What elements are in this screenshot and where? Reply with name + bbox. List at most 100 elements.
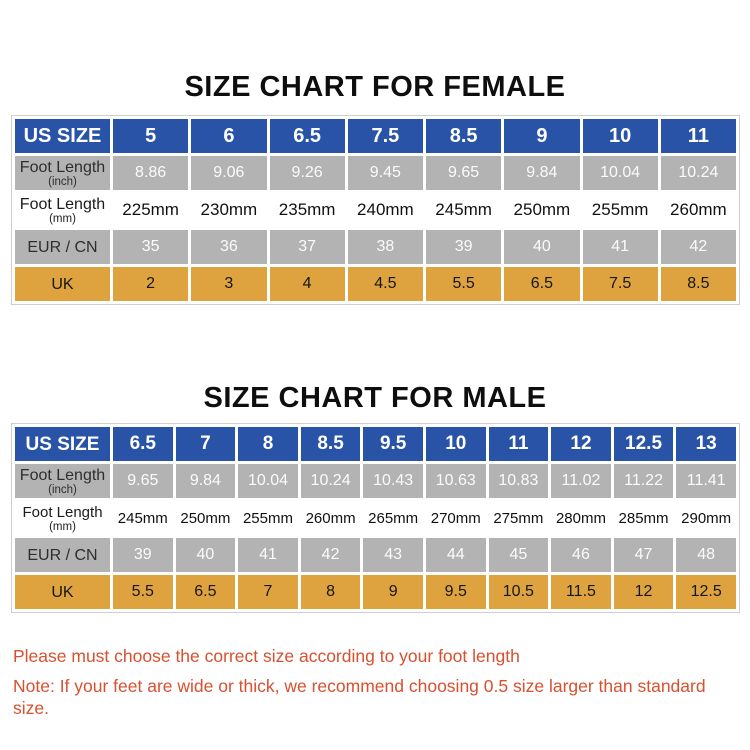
size-cell: 8.5 <box>660 267 736 301</box>
size-cell: 40 <box>504 230 580 264</box>
size-cell: 35 <box>113 230 189 264</box>
size-cell: 10.04 <box>582 156 658 190</box>
size-cell: 9.5 <box>363 427 423 461</box>
size-cell: 42 <box>300 538 361 572</box>
size-cell: 42 <box>660 230 736 264</box>
table-row: EUR / CN 39 40 41 42 43 44 45 46 47 48 <box>15 538 736 572</box>
row-label: EUR / CN <box>15 230 110 264</box>
row-sublabel: (mm) <box>49 212 76 225</box>
table-row: US SIZE 5 6 6.5 7.5 8.5 9 10 11 <box>15 119 736 153</box>
size-cell: 11.22 <box>613 464 674 498</box>
table-row: UK 5.5 6.5 7 8 9 9.5 10.5 11.5 12 12.5 <box>15 575 736 609</box>
size-cell: 12 <box>613 575 674 609</box>
row-label: UK <box>15 267 110 301</box>
size-cell: 48 <box>676 538 736 572</box>
size-cell: 9.65 <box>426 156 502 190</box>
size-cell: 12.5 <box>613 427 674 461</box>
size-cell: 6.5 <box>504 267 580 301</box>
row-label: UK <box>15 575 110 609</box>
size-cell: 9.65 <box>113 464 173 498</box>
size-cell: 41 <box>582 230 658 264</box>
table-row: UK 2 3 4 4.5 5.5 6.5 7.5 8.5 <box>15 267 736 301</box>
size-cell: 265mm <box>363 501 423 535</box>
size-cell: 290mm <box>676 501 736 535</box>
size-cell: 40 <box>175 538 236 572</box>
male-size-table: US SIZE 6.5 7 8 8.5 9.5 10 11 12 12.5 13 Foot Lengt… <box>11 423 740 613</box>
size-cell: 11 <box>660 119 736 153</box>
size-cell: 5 <box>113 119 189 153</box>
size-cell: 230mm <box>191 193 267 227</box>
row-label: US SIZE <box>15 119 110 153</box>
size-cell: 39 <box>113 538 173 572</box>
size-cell: 285mm <box>613 501 674 535</box>
size-cell: 10.83 <box>488 464 549 498</box>
size-cell: 250mm <box>504 193 580 227</box>
table-row: Foot Length (inch) 8.86 9.06 9.26 9.45 9.65 9.8… <box>15 156 736 190</box>
size-table-grid: US SIZE 5 6 6.5 7.5 8.5 9 10 11 Foot Length (inch)… <box>12 116 739 304</box>
table-row: Foot Length (mm) 245mm 250mm 255mm 260mm 265mm… <box>15 501 736 535</box>
size-cell: 10.24 <box>300 464 361 498</box>
size-cell: 8.5 <box>300 427 361 461</box>
row-sublabel: (inch) <box>48 483 77 496</box>
size-cell: 2 <box>113 267 189 301</box>
size-cell: 275mm <box>488 501 549 535</box>
size-cell: 255mm <box>582 193 658 227</box>
size-cell: 10.63 <box>425 464 486 498</box>
size-cell: 240mm <box>347 193 423 227</box>
size-cell: 255mm <box>238 501 298 535</box>
size-cell: 235mm <box>269 193 345 227</box>
size-cell: 36 <box>191 230 267 264</box>
size-cell: 13 <box>676 427 736 461</box>
size-cell: 6 <box>191 119 267 153</box>
size-cell: 9.06 <box>191 156 267 190</box>
row-label: US SIZE <box>15 427 110 461</box>
row-label: EUR / CN <box>15 538 110 572</box>
size-cell: 6.5 <box>175 575 236 609</box>
size-cell: 11.5 <box>551 575 611 609</box>
size-cell: 9.5 <box>425 575 486 609</box>
size-cell: 280mm <box>551 501 611 535</box>
size-cell: 9.84 <box>504 156 580 190</box>
row-label: Foot Length (inch) <box>15 156 110 190</box>
size-cell: 7.5 <box>347 119 423 153</box>
size-cell: 8.5 <box>426 119 502 153</box>
female-chart-title: SIZE CHART FOR FEMALE <box>184 71 566 103</box>
size-cell: 47 <box>613 538 674 572</box>
size-cell: 9 <box>363 575 423 609</box>
table-row: US SIZE 6.5 7 8 8.5 9.5 10 11 12 12.5 13 <box>15 427 736 461</box>
size-cell: 9.84 <box>175 464 236 498</box>
size-cell: 7.5 <box>582 267 658 301</box>
size-cell: 4 <box>269 267 345 301</box>
size-cell: 10.43 <box>363 464 423 498</box>
size-cell: 270mm <box>425 501 486 535</box>
size-cell: 250mm <box>175 501 236 535</box>
size-cell: 38 <box>347 230 423 264</box>
size-cell: 43 <box>363 538 423 572</box>
size-cell: 11 <box>488 427 549 461</box>
size-cell: 6.5 <box>113 427 173 461</box>
female-size-table: US SIZE 5 6 6.5 7.5 8.5 9 10 11 Foot Length (inch)… <box>11 115 740 305</box>
size-cell: 9.26 <box>269 156 345 190</box>
size-cell: 9.45 <box>347 156 423 190</box>
row-sublabel: (inch) <box>48 175 77 188</box>
size-cell: 37 <box>269 230 345 264</box>
size-cell: 260mm <box>300 501 361 535</box>
size-cell: 4.5 <box>347 267 423 301</box>
size-cell: 5.5 <box>113 575 173 609</box>
size-cell: 39 <box>426 230 502 264</box>
size-cell: 260mm <box>660 193 736 227</box>
male-chart-title: SIZE CHART FOR MALE <box>203 382 547 414</box>
size-cell: 8 <box>300 575 361 609</box>
size-cell: 245mm <box>426 193 502 227</box>
wide-feet-note: Note: If your feet are wide or thick, we… <box>13 676 706 718</box>
size-cell: 10 <box>582 119 658 153</box>
size-cell: 3 <box>191 267 267 301</box>
size-cell: 44 <box>425 538 486 572</box>
size-cell: 245mm <box>113 501 173 535</box>
size-cell: 11.02 <box>551 464 611 498</box>
size-cell: 41 <box>238 538 298 572</box>
size-cell: 9 <box>504 119 580 153</box>
table-row: Foot Length (mm) 225mm 230mm 235mm 240mm 245mm… <box>15 193 736 227</box>
size-cell: 46 <box>551 538 611 572</box>
